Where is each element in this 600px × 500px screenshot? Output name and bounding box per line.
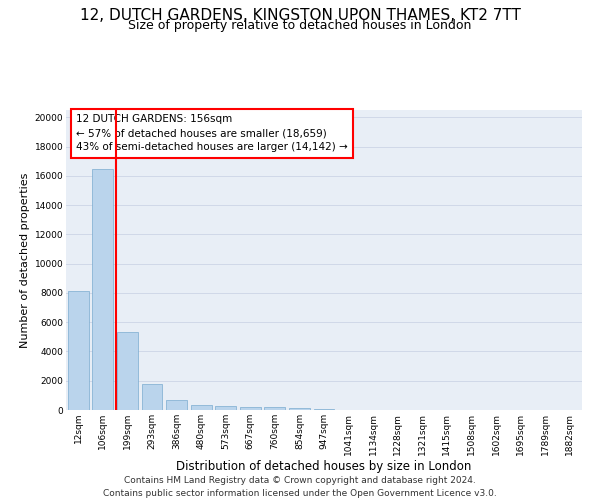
Bar — [68, 292, 89, 410]
Bar — [166, 400, 187, 410]
Bar — [142, 384, 163, 410]
Bar — [215, 406, 236, 410]
Text: 12, DUTCH GARDENS, KINGSTON UPON THAMES, KT2 7TT: 12, DUTCH GARDENS, KINGSTON UPON THAMES,… — [80, 8, 520, 22]
Bar — [240, 407, 261, 410]
X-axis label: Distribution of detached houses by size in London: Distribution of detached houses by size … — [176, 460, 472, 473]
Bar — [265, 407, 286, 410]
Y-axis label: Number of detached properties: Number of detached properties — [20, 172, 31, 348]
Bar — [314, 408, 334, 410]
Bar — [117, 332, 138, 410]
Text: Size of property relative to detached houses in London: Size of property relative to detached ho… — [128, 19, 472, 32]
Bar — [289, 408, 310, 410]
Bar — [92, 168, 113, 410]
Text: 12 DUTCH GARDENS: 156sqm
← 57% of detached houses are smaller (18,659)
43% of se: 12 DUTCH GARDENS: 156sqm ← 57% of detach… — [76, 114, 348, 152]
Bar — [191, 405, 212, 410]
Text: Contains HM Land Registry data © Crown copyright and database right 2024.
Contai: Contains HM Land Registry data © Crown c… — [103, 476, 497, 498]
